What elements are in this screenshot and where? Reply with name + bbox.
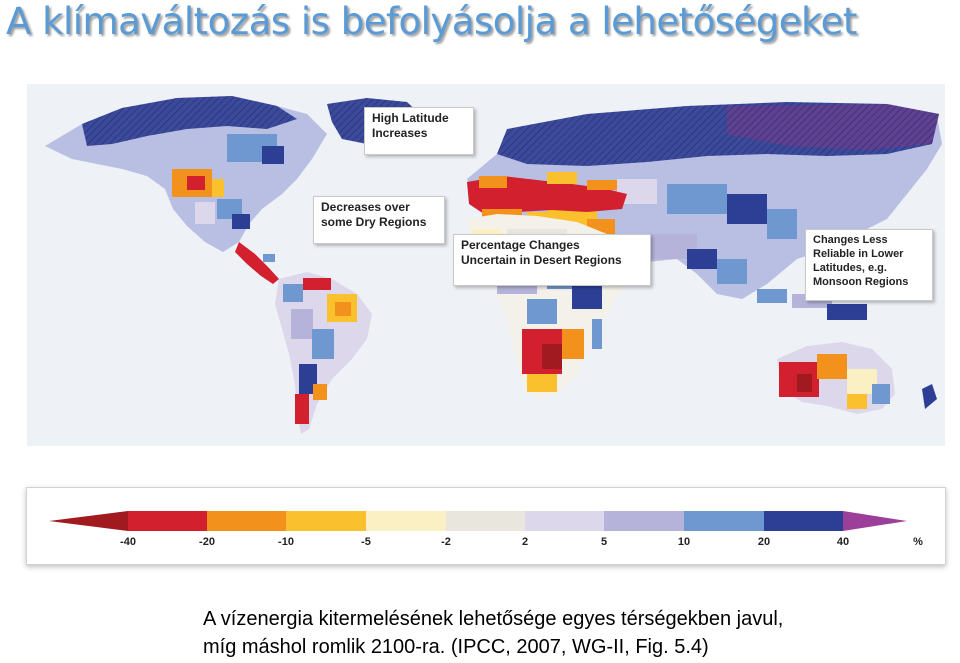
callout-dry-regions: Decreases over some Dry Regions (313, 196, 445, 244)
legend-tick-40: 40 (836, 536, 850, 548)
legend-swatch-lavender (525, 511, 604, 531)
legend-swatch-light-blue (684, 511, 764, 531)
callout-desert: Percentage Changes Uncertain in Desert R… (453, 234, 651, 286)
south-america-region (275, 272, 372, 434)
world-map-figure: High Latitude Increases Decreases over s… (27, 84, 945, 446)
callout-monsoon: Changes Less Reliable in Lower Latitudes… (805, 229, 933, 301)
legend-swatch-cream (366, 511, 446, 531)
slide-title: A klímaváltozás is befolyásolja a lehető… (6, 0, 857, 43)
legend-tick-minus-40: -40 (120, 536, 136, 548)
legend-swatch-magenta (843, 511, 907, 531)
legend-tick-minus-2: -2 (441, 536, 451, 548)
legend-swatch-red (128, 511, 207, 531)
legend-tick-minus-5: -5 (361, 536, 371, 548)
caption-line-1: A vízenergia kitermelésének lehetősége e… (203, 608, 784, 630)
caption-line-2: míg máshol romlik 2100-ra. (IPCC, 2007, … (203, 636, 709, 658)
legend-tick-20: 20 (757, 536, 771, 548)
legend-swatch-light-purple (604, 511, 684, 531)
australia-region (777, 342, 937, 414)
legend-swatch-blue (764, 511, 843, 531)
legend-swatch-orange (207, 511, 286, 531)
color-scale-legend: -40 -20 -10 -5 -2 2 5 10 20 40 % (26, 487, 946, 565)
legend-swatch-gray (446, 511, 525, 531)
color-scale-bar (49, 511, 907, 531)
legend-swatch-yellow (286, 511, 366, 531)
legend-tick-2: 2 (521, 536, 529, 548)
legend-tick-5: 5 (600, 536, 608, 548)
legend-tick-minus-10: -10 (278, 536, 294, 548)
legend-tick-10: 10 (677, 536, 691, 548)
central-america-region (235, 242, 279, 284)
legend-swatch-dark-red (49, 511, 128, 531)
slide-caption: A vízenergia kitermelésének lehetősége e… (203, 605, 783, 661)
north-america-region (45, 96, 327, 252)
callout-high-latitude: High Latitude Increases (364, 107, 474, 155)
legend-tick-minus-20: -20 (199, 536, 215, 548)
legend-tick-percent: % (913, 536, 923, 548)
